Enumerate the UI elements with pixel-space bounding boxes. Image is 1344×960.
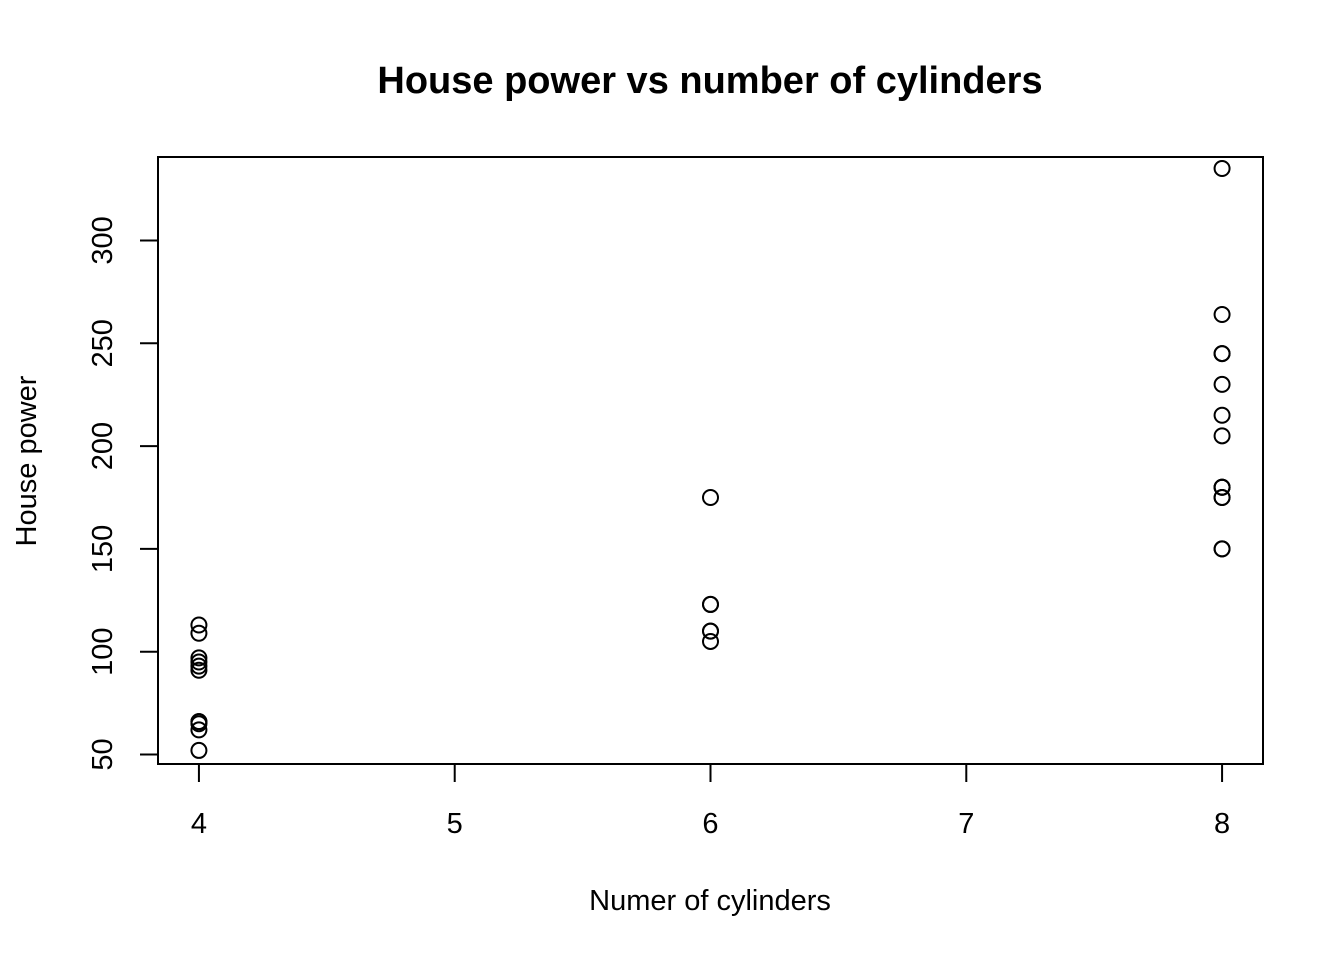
data-point (1213, 306, 1231, 324)
data-point (702, 595, 719, 613)
plot-frame (157, 156, 1264, 765)
data-point (190, 713, 208, 731)
y-tick-label: 200 (87, 422, 119, 470)
data-point (1213, 160, 1231, 178)
data-point (190, 616, 208, 634)
data-point (190, 649, 208, 667)
data-point (1213, 540, 1231, 558)
x-axis-label: Numer of cylinders (589, 885, 831, 917)
x-axis: 4 5 6 7 8 (191, 764, 1230, 840)
data-point (190, 661, 208, 679)
y-axis-label: House power (11, 375, 43, 546)
data-point (190, 721, 208, 739)
y-tick-label: 300 (87, 216, 119, 264)
data-point (190, 653, 208, 671)
data-point (190, 624, 208, 642)
data-points (190, 160, 1231, 759)
x-tick-label: 8 (1214, 808, 1230, 840)
x-tick-label: 6 (702, 808, 718, 840)
y-tick-label: 100 (87, 628, 119, 676)
data-point (190, 657, 208, 675)
y-tick-label: 150 (87, 525, 119, 573)
data-point (1213, 375, 1231, 393)
x-tick-label: 5 (447, 808, 463, 840)
data-point (702, 489, 719, 507)
x-tick-label: 4 (191, 808, 207, 840)
chart-title: House power vs number of cylinders (377, 60, 1042, 102)
y-tick-label: 50 (87, 738, 119, 770)
data-point (702, 622, 719, 640)
y-axis: 50 100 150 200 250 300 (87, 216, 158, 771)
data-point (1213, 427, 1231, 445)
x-tick-label: 7 (958, 808, 974, 840)
y-tick-label: 250 (87, 319, 119, 367)
data-point (190, 741, 208, 759)
data-point (1213, 478, 1231, 496)
data-point (1213, 406, 1231, 424)
data-point (1213, 489, 1231, 507)
data-point (1213, 345, 1231, 363)
data-point (702, 632, 719, 650)
